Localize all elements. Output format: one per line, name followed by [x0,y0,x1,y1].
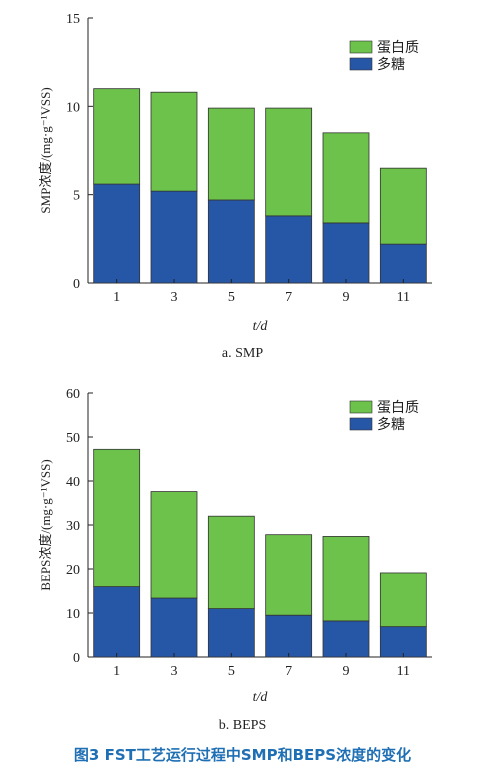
chart-1-x-tick-label: 5 [228,664,235,679]
chart-1-bar-polysaccharide [150,597,198,658]
chart-0-y-tick-label: 0 [73,277,80,292]
chart-0-x-label: t/d [253,319,269,334]
chart-0-bar-protein [322,132,370,224]
chart-1-legend-label: 多糖 [377,416,405,433]
chart-0-x-tick-label: 11 [397,290,410,305]
chart-1-y-tick-label: 0 [73,651,80,666]
chart-1-bar-polysaccharide [207,608,255,658]
chart-0-legend-swatch [349,40,373,54]
chart-1-y-tick-label: 20 [66,563,80,578]
chart-1-x-tick-label: 1 [113,664,120,679]
chart-0-bar-protein [379,167,427,245]
chart-0-bar-polysaccharide [207,199,255,284]
chart-1-bar-polysaccharide [379,626,427,658]
chart-0-y-tick-label: 10 [66,100,80,115]
chart-0-y-tick-label: 15 [66,12,80,27]
chart-1-y-tick-label: 60 [66,387,80,402]
chart-1-x-label: t/d [253,690,269,705]
chart-0-x-tick-label: 3 [171,290,178,305]
chart-0-x-tick-label: 1 [113,290,120,305]
chart-1-bar-protein [150,491,198,599]
chart-1-x-tick-label: 7 [285,664,292,679]
chart-1-x-tick-label: 9 [343,664,350,679]
chart-0-y-tick-label: 5 [73,189,80,204]
chart-0-legend-label: 蛋白质 [377,40,419,56]
chart-a-caption: a. SMP [221,346,264,361]
chart-1-x-tick-label: 3 [171,664,178,679]
chart-0-bar-protein [207,107,255,201]
chart-0-bar-protein [265,107,313,217]
chart-0-x-tick-label: 9 [343,290,350,305]
chart-1-bar-polysaccharide [265,614,313,658]
chart-1-y-tick-label: 40 [66,475,80,490]
chart-0-bar-protein [150,91,198,192]
chart-1-y-label: BEPS浓度/(mg·g⁻¹VSS) [38,459,53,590]
chart-1-y-tick-label: 10 [66,607,80,622]
chart-0-bar-polysaccharide [322,222,370,284]
chart-0-legend-label: 多糖 [377,56,405,73]
chart-0-legend-swatch [349,57,373,71]
chart-1-bar-protein [93,448,141,588]
chart-1-bar-protein [207,515,255,610]
chart-0-y-label: SMP浓度/(mg·g⁻¹VSS) [38,87,53,213]
chart-0-x-tick-label: 5 [228,290,235,305]
chart-0-x-tick-label: 7 [285,290,292,305]
chart-1-legend-label: 蛋白质 [377,400,419,416]
chart-0-bar-protein [93,88,141,185]
chart-1-y-tick-label: 50 [66,431,80,446]
chart-1-bar-protein [379,572,427,628]
chart-1-x-tick-label: 11 [397,664,410,679]
chart-1-bar-polysaccharide [93,586,141,658]
figure-caption: 图3 FST工艺运行过程中SMP和BEPS浓度的变化 [73,746,412,764]
chart-1-bar-protein [322,536,370,622]
chart-b-caption: b. BEPS [218,718,267,733]
chart-1-legend-swatch [349,400,373,414]
chart-0-bar-polysaccharide [150,190,198,284]
chart-0-bar-polysaccharide [265,215,313,284]
chart-1-y-tick-label: 30 [66,519,80,534]
chart-1-bar-protein [265,534,313,616]
chart-0-bar-polysaccharide [93,183,141,284]
chart-0-bar-polysaccharide [379,243,427,284]
chart-1-legend-swatch [349,417,373,431]
chart-1-bar-polysaccharide [322,620,370,658]
